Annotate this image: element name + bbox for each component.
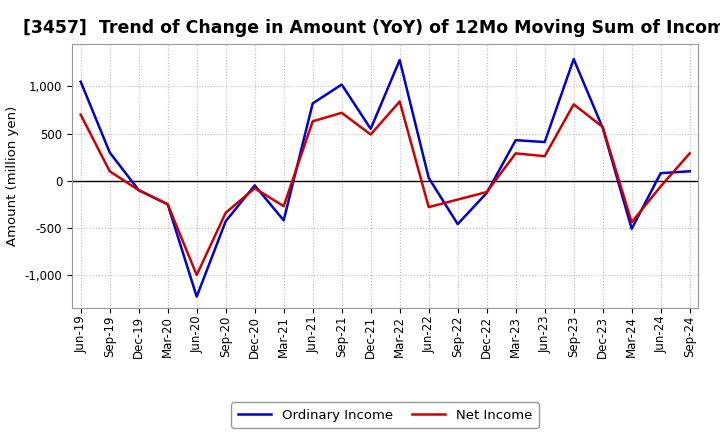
Ordinary Income (308, 101, 317, 106)
Net Income (657, 184, 665, 189)
Net Income (454, 197, 462, 202)
Ordinary Income (395, 57, 404, 62)
Net Income (627, 220, 636, 225)
Net Income (482, 189, 491, 194)
Net Income (541, 154, 549, 159)
Line: Net Income: Net Income (81, 102, 690, 275)
Net Income (105, 169, 114, 174)
Net Income (163, 202, 172, 207)
Ordinary Income (541, 139, 549, 145)
Net Income (221, 210, 230, 216)
Net Income (135, 187, 143, 193)
Net Income (251, 186, 259, 191)
Ordinary Income (192, 294, 201, 299)
Ordinary Income (657, 171, 665, 176)
Net Income (685, 151, 694, 156)
Net Income (192, 272, 201, 278)
Ordinary Income (511, 138, 520, 143)
Ordinary Income (482, 191, 491, 196)
Net Income (511, 151, 520, 156)
Line: Ordinary Income: Ordinary Income (81, 59, 690, 297)
Legend: Ordinary Income, Net Income: Ordinary Income, Net Income (231, 402, 539, 428)
Ordinary Income (251, 183, 259, 188)
Y-axis label: Amount (million yen): Amount (million yen) (6, 106, 19, 246)
Title: [3457]  Trend of Change in Amount (YoY) of 12Mo Moving Sum of Incomes: [3457] Trend of Change in Amount (YoY) o… (23, 19, 720, 37)
Ordinary Income (685, 169, 694, 174)
Ordinary Income (135, 187, 143, 193)
Ordinary Income (570, 56, 578, 62)
Ordinary Income (163, 202, 172, 207)
Ordinary Income (454, 221, 462, 227)
Net Income (395, 99, 404, 104)
Net Income (279, 204, 288, 209)
Net Income (308, 119, 317, 124)
Ordinary Income (105, 150, 114, 155)
Ordinary Income (424, 175, 433, 180)
Net Income (570, 102, 578, 107)
Ordinary Income (279, 218, 288, 223)
Ordinary Income (338, 82, 346, 87)
Net Income (424, 205, 433, 210)
Ordinary Income (598, 125, 607, 131)
Ordinary Income (221, 219, 230, 224)
Net Income (366, 132, 375, 137)
Net Income (338, 110, 346, 115)
Ordinary Income (627, 226, 636, 231)
Ordinary Income (366, 126, 375, 132)
Net Income (598, 125, 607, 130)
Net Income (76, 112, 85, 117)
Ordinary Income (76, 79, 85, 84)
